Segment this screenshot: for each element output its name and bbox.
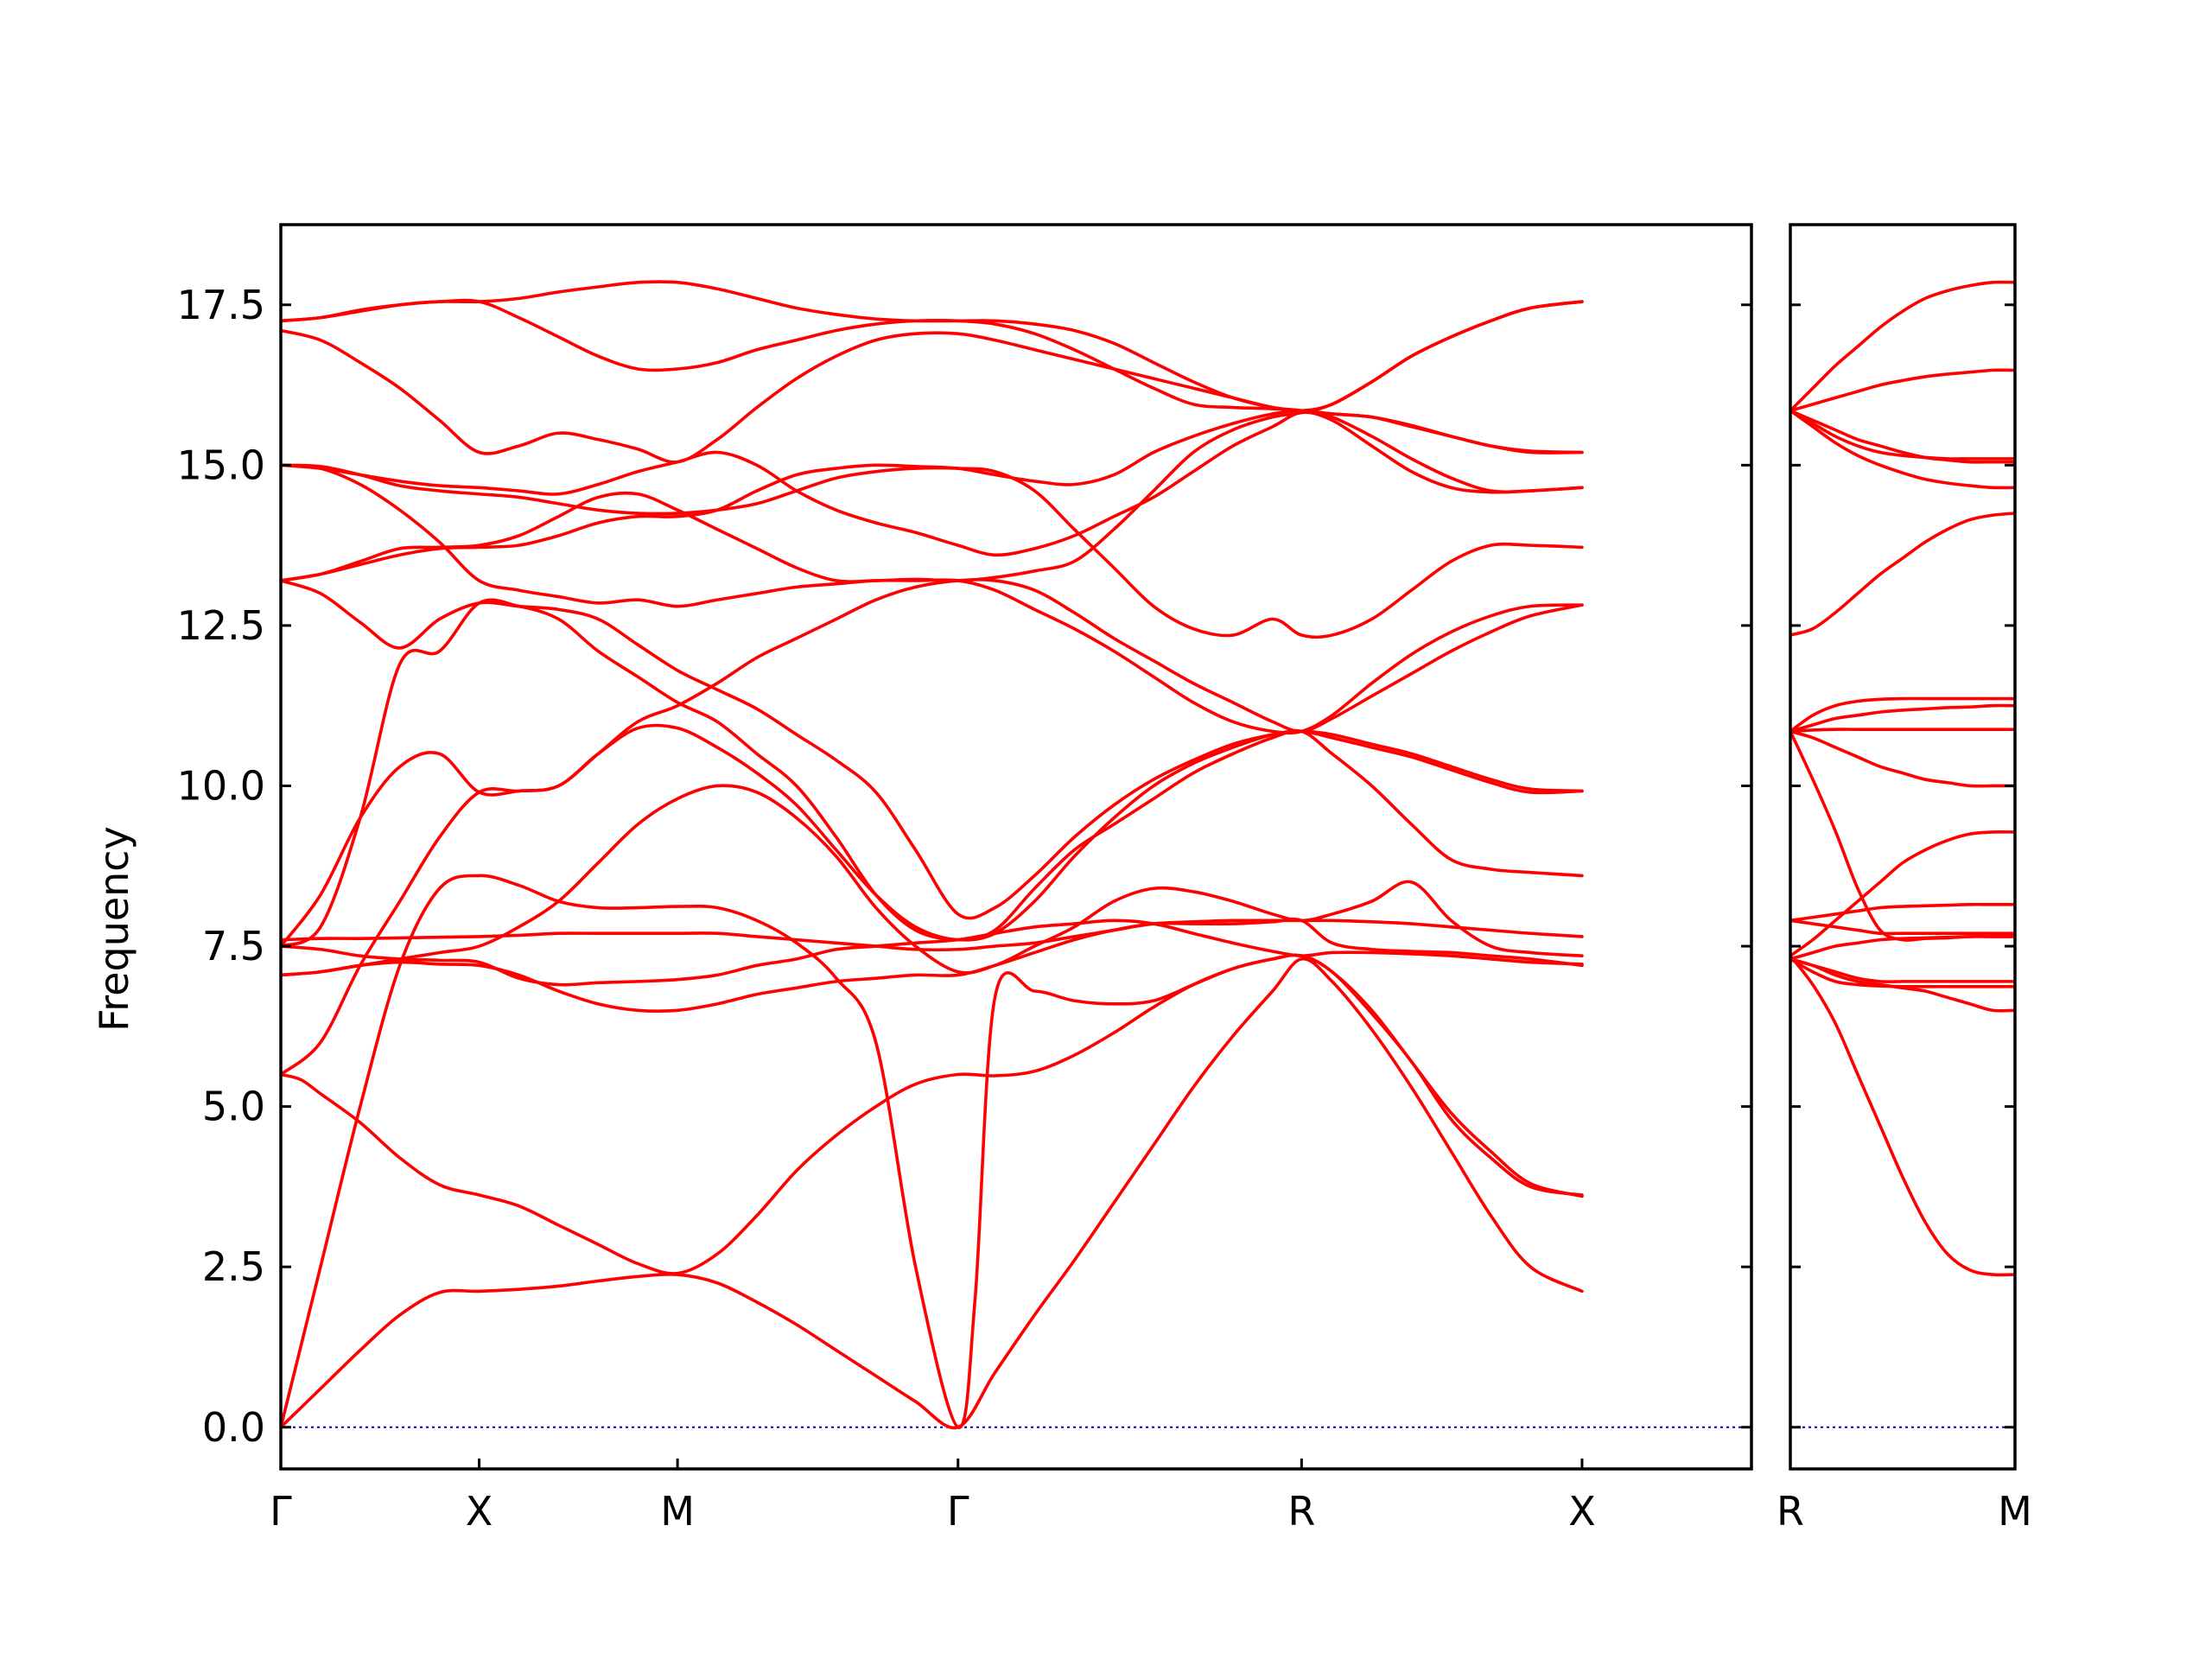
band-line-0-18 — [281, 298, 1584, 494]
band-line-0-3 — [281, 577, 1584, 1077]
band-line-1-16 — [1790, 409, 2015, 464]
band-line-1-5 — [1790, 902, 2015, 923]
x-tick-label: X — [1568, 1488, 1596, 1535]
y-tick-label: 10.0 — [177, 762, 265, 809]
band-line-1-11 — [1790, 728, 2015, 734]
band-line-1-6 — [1790, 918, 2015, 936]
y-tick-label: 5.0 — [202, 1084, 265, 1130]
band-line-1-18 — [1790, 409, 2015, 490]
band-line-0-15 — [281, 463, 1584, 639]
y-tick-label: 2.5 — [202, 1243, 265, 1290]
band-line-0-5 — [281, 723, 1584, 948]
band-line-1-15 — [1790, 368, 2015, 413]
band-line-0-11 — [281, 579, 1584, 920]
plot-frame — [1789, 223, 2017, 1471]
band-line-0-12 — [281, 300, 1584, 583]
y-tick-label: 17.5 — [177, 282, 265, 328]
y-tick-label: 15.0 — [177, 442, 265, 488]
band-line-1-8 — [1790, 729, 2015, 942]
band-line-1-17 — [1790, 409, 2015, 461]
x-tick-label: X — [466, 1488, 493, 1535]
band-line-1-14 — [1790, 280, 2015, 413]
x-tick-label: Γ — [947, 1488, 969, 1535]
band-line-1-9 — [1790, 696, 2015, 734]
band-line-0-9 — [281, 918, 1584, 987]
band-line-0-6 — [281, 784, 1584, 977]
y-axis-label: Frequency — [91, 826, 137, 1032]
band-line-1-13 — [1790, 512, 2015, 637]
band-line-0-4 — [281, 598, 1584, 948]
plot-frame — [279, 223, 1753, 1471]
band-line-0-1 — [281, 953, 1584, 1275]
x-tick-label: R — [1287, 1488, 1315, 1535]
band-line-0-10 — [281, 409, 1584, 582]
x-tick-label: R — [1777, 1488, 1804, 1535]
band-line-0-13 — [281, 463, 1584, 735]
band-line-0-14 — [281, 410, 1584, 557]
y-tick-label: 7.5 — [202, 923, 265, 969]
band-line-1-10 — [1790, 703, 2015, 734]
band-line-1-12 — [1790, 729, 2015, 788]
band-line-0-7 — [281, 918, 1584, 952]
band-line-0-16 — [281, 328, 1584, 464]
y-tick-label: 0.0 — [202, 1404, 265, 1451]
x-tick-label: M — [1998, 1488, 2032, 1535]
band-line-0-2 — [281, 874, 1584, 1429]
x-tick-label: M — [660, 1488, 695, 1535]
band-line-1-3 — [1790, 957, 2015, 983]
band-line-1-7 — [1790, 957, 2015, 1013]
y-tick-label: 12.5 — [177, 602, 265, 649]
x-tick-label: Γ — [270, 1488, 292, 1535]
main-band-panel: 0.0 2.5 5.0 7.5 10.0 12.5 15.0 17.5 Γ X M Γ R X — [177, 223, 1753, 1535]
band-line-1-0 — [1790, 954, 2015, 1277]
